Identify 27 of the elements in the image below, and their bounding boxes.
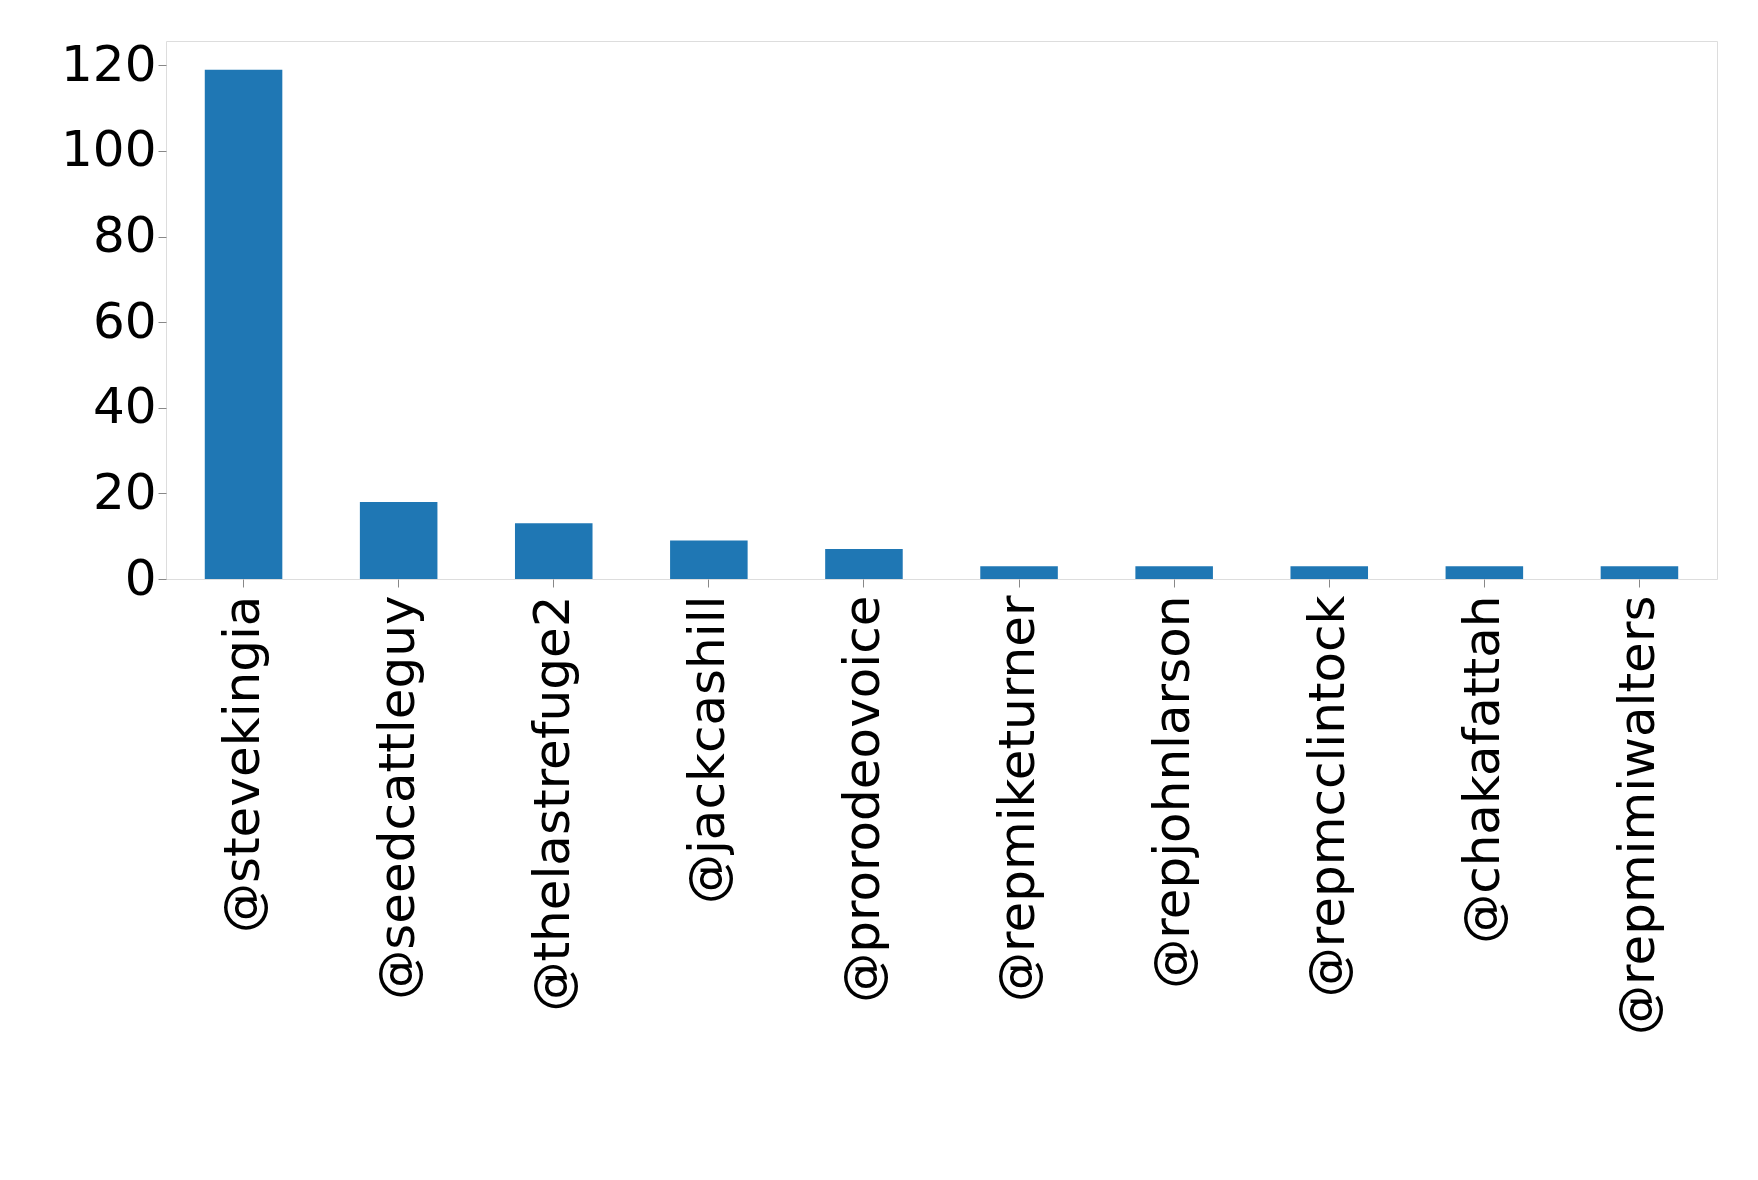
bar	[514, 523, 593, 579]
x-tick-label: @stevekingia	[212, 595, 271, 934]
y-tick-label: 60	[92, 291, 157, 350]
x-tick-label: @repmiketurner	[988, 595, 1047, 1002]
bar	[1445, 566, 1524, 579]
x-tick-label: @seedcattleguy	[367, 595, 426, 1000]
bar	[204, 69, 283, 579]
y-tick-label: 80	[92, 206, 157, 265]
bar	[359, 501, 438, 579]
bar	[980, 566, 1058, 579]
bar	[825, 549, 903, 579]
bar	[1135, 566, 1213, 579]
x-tick-label: @repmcclintock	[1298, 595, 1357, 998]
bar	[1600, 566, 1679, 579]
y-tick-label: 20	[92, 462, 157, 521]
x-tick-label: @thelastrefuge2	[522, 595, 581, 1012]
x-tick-label: @jackcashill	[677, 595, 736, 905]
bar	[670, 540, 748, 579]
x-tick-label: @repmimiwalters	[1608, 595, 1667, 1036]
y-tick-label: 40	[92, 377, 157, 436]
x-tick-label: @chakafattah	[1453, 595, 1512, 944]
y-tick-label: 0	[124, 548, 157, 607]
y-tick-label: 120	[61, 34, 157, 93]
x-tick-label: @repjohnlarson	[1143, 595, 1202, 989]
bar	[1290, 566, 1369, 579]
x-tick-label: @prorodeovoice	[832, 595, 891, 1003]
y-tick-label: 100	[61, 120, 157, 179]
